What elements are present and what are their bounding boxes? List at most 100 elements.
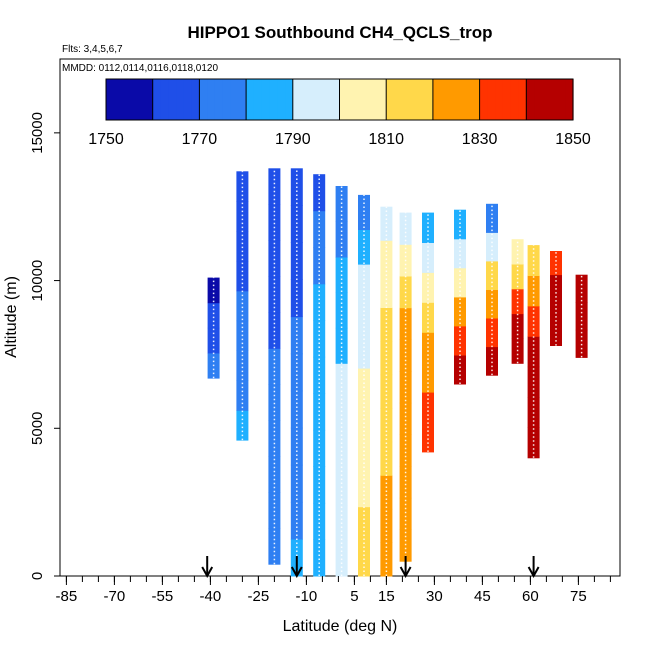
- x-tick-label: 15: [378, 588, 395, 605]
- profile-13-cell-0: [527, 427, 540, 459]
- arrow-markers: [201, 556, 540, 579]
- profile-3-cell-8: [290, 242, 303, 280]
- profile-6-cell-7: [358, 298, 370, 334]
- profile-2-cell-1: [268, 492, 281, 529]
- profile-1-cell-0: [236, 410, 249, 441]
- colorbar-segment: [526, 79, 535, 120]
- profile-0-cell-3: [207, 277, 220, 304]
- colorbar-segment: [432, 79, 442, 120]
- profile-7-cell-9: [380, 240, 393, 275]
- colorbar-segment: [471, 79, 481, 120]
- profile-2-cell-8: [268, 240, 281, 277]
- colorbar-segment: [362, 79, 372, 120]
- profile-7-cell-1: [380, 508, 393, 543]
- profile-6-cell-5: [358, 368, 370, 404]
- colorbar-segment: [269, 79, 278, 120]
- colorbar-segment: [331, 79, 341, 120]
- profile-10-cell-5: [454, 209, 466, 240]
- colorbar-tick-label: 1750: [88, 131, 124, 148]
- profile-12-cell-4: [511, 239, 524, 265]
- profile-11-cell-2: [486, 289, 498, 319]
- profile-5-cell-6: [335, 327, 348, 364]
- arrow-head-icon: [290, 566, 303, 579]
- colorbar-segment: [316, 79, 325, 120]
- colorbar-segment: [113, 79, 123, 120]
- chart-title: HIPPO1 Southbound CH4_QCLS_trop: [187, 23, 492, 42]
- colorbar-segment: [168, 79, 177, 120]
- profile-9-cell-4: [422, 302, 434, 333]
- colorbar-segment: [129, 79, 138, 120]
- profile-11-cell-3: [486, 260, 498, 290]
- profile-2-cell-3: [268, 420, 281, 457]
- profile-5-cell-7: [335, 292, 348, 329]
- profile-6-cell-4: [358, 402, 370, 438]
- profile-8-cell-5: [399, 371, 412, 404]
- profile-4-cell-0: [313, 539, 326, 577]
- colorbar-segment: [121, 79, 130, 120]
- colorbar-frame: [105, 78, 574, 121]
- profile-4-cell-7: [313, 283, 326, 321]
- y-tick-label: 10000: [29, 260, 46, 302]
- profile-2-cell-2: [268, 456, 281, 493]
- colorbar-segment: [339, 79, 348, 120]
- colorbar-segment: [347, 79, 356, 120]
- x-tick-label: 60: [522, 588, 539, 605]
- profile-4-cell-10: [313, 174, 326, 212]
- colorbar-tick-label: 1790: [275, 131, 311, 148]
- colorbar-segment: [222, 79, 232, 120]
- profile-12-cell-3: [511, 264, 524, 290]
- data-layer: [207, 168, 588, 577]
- profile-14-cell-3: [550, 251, 562, 276]
- profile-0-cell-2: [207, 302, 220, 329]
- x-axis-title: Latitude (deg N): [283, 618, 398, 635]
- colorbar-tick-label: 1830: [462, 131, 498, 148]
- colorbar-segment: [160, 79, 169, 120]
- profile-7-cell-2: [380, 475, 393, 510]
- colorbar-segment: [292, 79, 302, 120]
- colorbar-segment: [137, 79, 146, 120]
- profile-6-cell-1: [358, 506, 370, 542]
- profile-2-cell-4: [268, 384, 281, 421]
- colorbar-segment: [417, 79, 426, 120]
- profile-10-cell-4: [454, 238, 466, 269]
- profile-0-cell-1: [207, 327, 220, 354]
- y-tick-label: 15000: [29, 112, 46, 154]
- y-tick-label: 5000: [29, 412, 46, 445]
- x-tick-label: -70: [104, 588, 126, 605]
- arrow-head-icon: [201, 566, 214, 579]
- profile-7-cell-6: [380, 341, 393, 376]
- profile-1-cell-7: [236, 201, 249, 232]
- profile-8-cell-1: [399, 497, 412, 530]
- colorbar-segment: [191, 79, 200, 120]
- profile-2-cell-6: [268, 312, 281, 349]
- colorbar-tick-label: 1770: [182, 131, 218, 148]
- profile-12-cell-2: [511, 288, 524, 315]
- profile-7-cell-7: [380, 307, 393, 342]
- x-tick-label: -40: [200, 588, 222, 605]
- profile-1-cell-6: [236, 231, 249, 262]
- colorbar-segment: [464, 79, 473, 120]
- colorbar-segment: [183, 79, 193, 120]
- colorbar-segment: [370, 79, 380, 120]
- colorbar-segment: [549, 79, 559, 120]
- x-axis: -85 -70 -55 -40 -25 -10 5 15 30 45 60 75: [56, 576, 611, 605]
- colorbar-segment: [518, 79, 527, 120]
- x-tick-label: 75: [570, 588, 587, 605]
- colorbar-segment: [261, 79, 271, 120]
- flights-label: Flts: 3,4,5,6,7: [62, 44, 123, 55]
- colorbar-segment: [495, 79, 504, 120]
- colorbar-segment: [386, 79, 395, 120]
- profile-2-cell-9: [268, 204, 281, 241]
- colorbar-segment: [557, 79, 566, 120]
- colorbar-segment: [253, 79, 263, 120]
- x-tick-label: 5: [350, 588, 358, 605]
- profile-9-cell-0: [422, 422, 434, 453]
- colorbar-segment: [144, 79, 154, 120]
- profile-5-cell-5: [335, 363, 348, 400]
- profile-1-cell-8: [236, 171, 249, 202]
- colorbar-segment: [448, 79, 457, 120]
- y-tick-label: 0: [29, 572, 46, 580]
- profile-8-cell-3: [399, 434, 412, 467]
- colorbar-segment: [323, 79, 333, 120]
